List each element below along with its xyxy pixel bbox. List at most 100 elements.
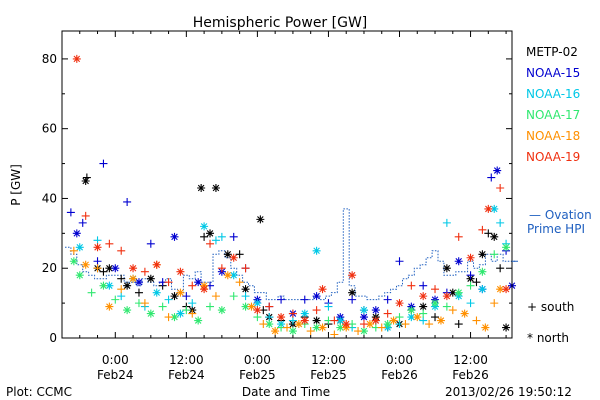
point-north bbox=[75, 271, 84, 280]
point-north bbox=[442, 264, 451, 273]
point-south bbox=[211, 292, 220, 301]
point-north bbox=[194, 316, 203, 325]
legend-item-noaa-17: NOAA-17 bbox=[526, 108, 580, 122]
point-north bbox=[176, 288, 185, 297]
legend-item-noaa-18: NOAA-18 bbox=[526, 129, 580, 143]
point-north bbox=[253, 299, 262, 308]
point-south bbox=[383, 295, 392, 304]
point-north bbox=[312, 292, 321, 301]
point-north bbox=[312, 316, 321, 325]
point-north bbox=[194, 278, 203, 287]
point-south bbox=[478, 225, 487, 234]
point-south bbox=[395, 313, 404, 322]
chart-title: Hemispheric Power [GW] bbox=[193, 15, 368, 31]
point-north bbox=[348, 271, 357, 280]
point-north bbox=[348, 288, 357, 297]
point-south bbox=[164, 313, 173, 322]
point-south bbox=[158, 302, 167, 311]
point-south bbox=[111, 295, 120, 304]
point-south bbox=[140, 267, 149, 276]
point-north bbox=[496, 285, 505, 294]
point-north bbox=[448, 288, 457, 297]
x-tick-date: Feb26 bbox=[381, 368, 418, 382]
point-south bbox=[217, 232, 226, 241]
point-north bbox=[300, 309, 309, 318]
y-tick-label: 60 bbox=[42, 122, 57, 136]
point-south bbox=[283, 323, 291, 332]
x-tick-date: Feb25 bbox=[310, 368, 347, 382]
point-south bbox=[466, 281, 475, 290]
point-south bbox=[188, 281, 197, 290]
point-south bbox=[312, 306, 321, 315]
legend-item-noaa-19: NOAA-19 bbox=[526, 150, 580, 164]
point-north bbox=[436, 316, 445, 325]
point-south bbox=[265, 302, 274, 311]
point-north bbox=[454, 288, 463, 297]
point-south bbox=[454, 232, 463, 241]
point-north bbox=[359, 327, 368, 336]
plot-frame bbox=[61, 30, 513, 339]
point-north bbox=[271, 327, 280, 336]
plot-timestamp: 2013/02/26 19:50:12 bbox=[445, 385, 572, 399]
point-north bbox=[152, 260, 161, 269]
point-south bbox=[117, 292, 126, 301]
point-north bbox=[318, 285, 327, 294]
point-north bbox=[442, 292, 451, 301]
plot-marks bbox=[65, 54, 516, 339]
point-south bbox=[383, 309, 392, 318]
point-south bbox=[217, 264, 226, 273]
point-north bbox=[342, 320, 351, 329]
point-north bbox=[241, 285, 250, 294]
point-south bbox=[206, 302, 215, 311]
x-tick-date: Feb25 bbox=[239, 368, 276, 382]
point-south bbox=[200, 232, 209, 241]
point-south bbox=[490, 250, 499, 259]
series-metp-02 bbox=[81, 173, 511, 332]
point-south bbox=[454, 320, 463, 329]
point-north bbox=[365, 320, 374, 329]
point-south bbox=[487, 173, 496, 182]
point-south bbox=[69, 246, 78, 255]
point-south bbox=[359, 320, 368, 329]
point-south bbox=[431, 313, 440, 322]
point-south bbox=[117, 274, 126, 283]
point-south bbox=[419, 281, 428, 290]
point-north bbox=[152, 288, 161, 297]
point-south bbox=[188, 299, 197, 308]
point-north bbox=[371, 316, 380, 325]
point-south bbox=[229, 232, 238, 241]
y-axis: 0 20 40 60 80 bbox=[42, 52, 512, 345]
point-north bbox=[72, 54, 81, 63]
point-north bbox=[419, 292, 428, 301]
point-north bbox=[294, 320, 303, 329]
point-north bbox=[502, 285, 511, 294]
point-south bbox=[105, 239, 114, 248]
plot-credit: Plot: CCMC bbox=[6, 385, 72, 399]
y-axis-label: P [GW] bbox=[9, 164, 23, 206]
legend: METP-02 NOAA-15 NOAA-16 NOAA-17 NOAA-18 NOAA-… bbox=[512, 45, 580, 262]
point-south bbox=[401, 320, 410, 329]
point-north bbox=[460, 309, 469, 318]
point-south bbox=[229, 292, 238, 301]
symbol-key-north: * north bbox=[527, 331, 569, 345]
point-north bbox=[134, 278, 143, 287]
point-south bbox=[93, 257, 102, 266]
point-south bbox=[206, 239, 215, 248]
ovation-label-line1: — Ovation bbox=[529, 208, 592, 222]
x-axis: 0:00Feb2412:00Feb240:00Feb2512:00Feb250:… bbox=[79, 31, 507, 382]
point-north bbox=[478, 267, 487, 276]
point-south bbox=[66, 208, 75, 217]
point-north bbox=[478, 250, 487, 259]
point-south bbox=[123, 197, 132, 206]
series-noaa-18 bbox=[69, 246, 505, 339]
point-north bbox=[123, 281, 132, 290]
x-tick-time: 12:00 bbox=[169, 353, 204, 367]
point-north bbox=[81, 177, 90, 186]
x-tick-time: 0:00 bbox=[386, 353, 413, 367]
y-tick-label: 20 bbox=[42, 261, 57, 275]
point-north bbox=[256, 215, 265, 224]
point-north bbox=[111, 264, 120, 273]
x-tick-time: 0:00 bbox=[102, 353, 129, 367]
point-north bbox=[413, 313, 422, 322]
point-north bbox=[105, 281, 114, 290]
